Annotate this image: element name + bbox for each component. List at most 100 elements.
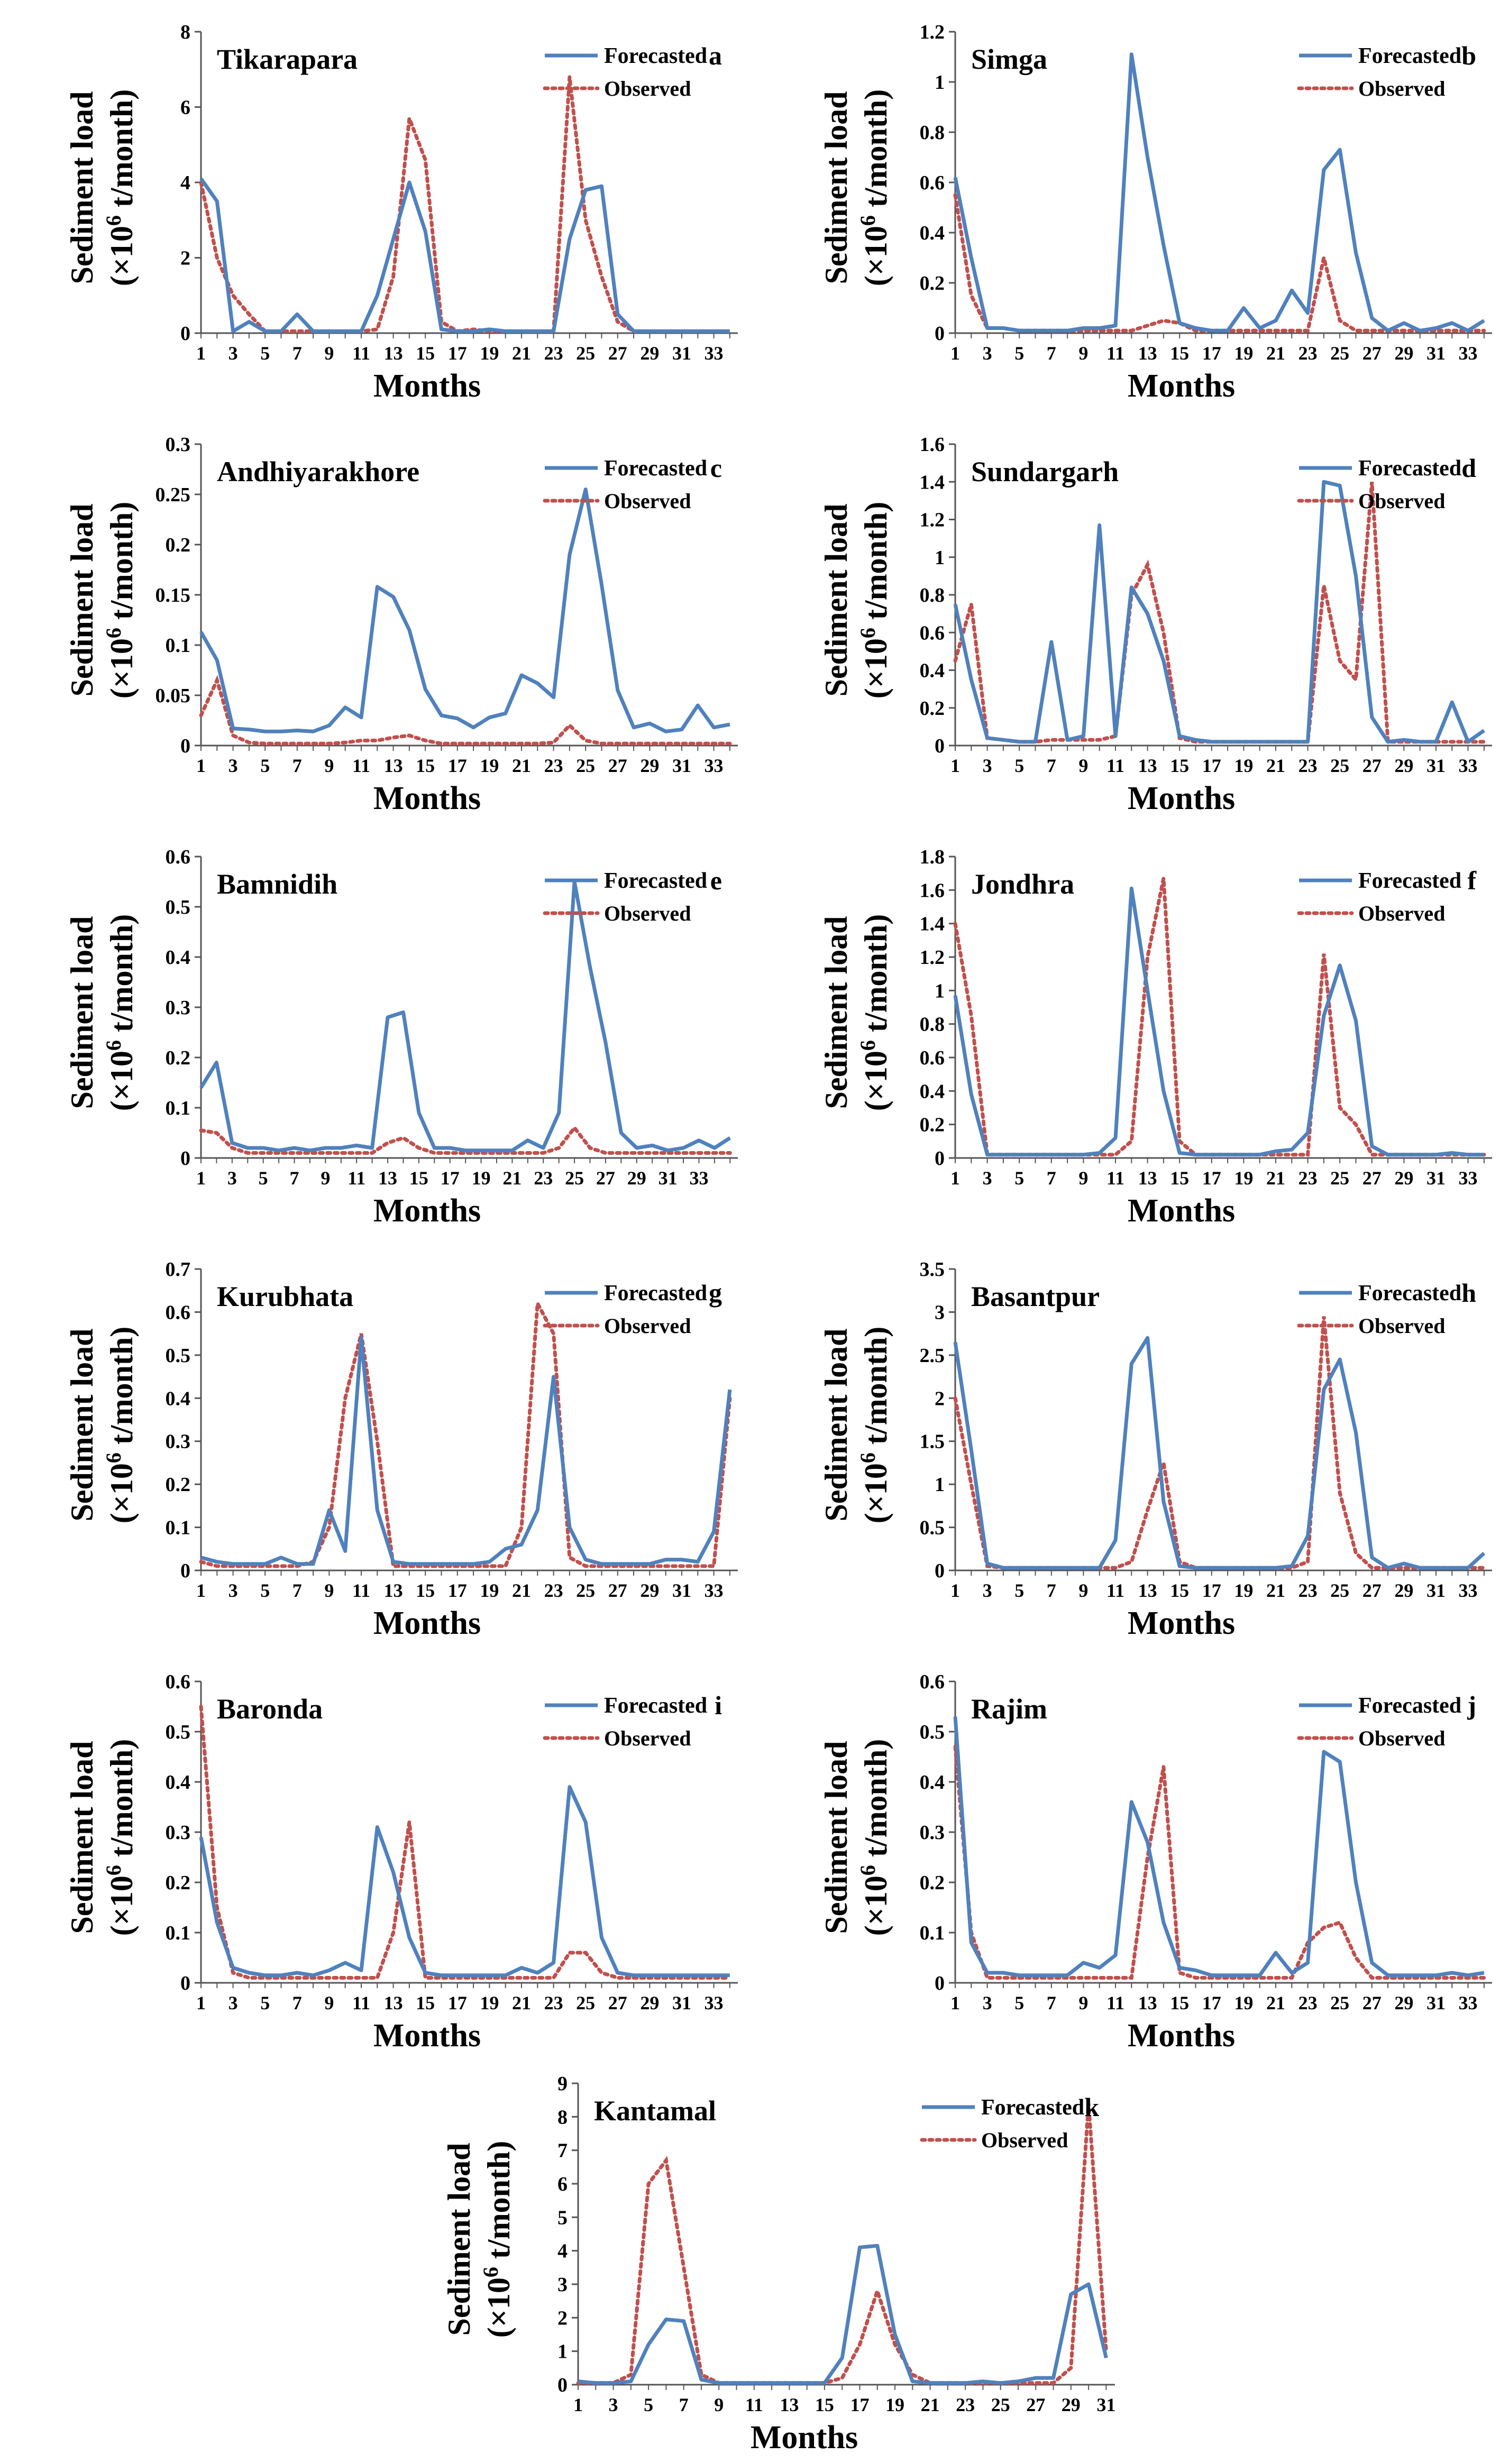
x-tick-label: 33 (705, 1992, 724, 2014)
y-axis-label-superscript: 6 (856, 628, 880, 638)
x-tick-label: 1 (196, 755, 206, 776)
x-tick-label: 25 (1330, 1580, 1349, 1601)
y-axis-label-suffix: t/month) (858, 89, 893, 215)
x-tick-label: 5 (260, 1580, 270, 1601)
x-tick-label: 17 (441, 1167, 460, 1189)
y-axis-label-suffix: t/month) (858, 914, 893, 1040)
y-tick-label: 0.3 (166, 1822, 191, 1844)
x-tick-label: 3 (228, 1992, 238, 2014)
x-tick-label: 31 (1426, 1167, 1446, 1189)
y-tick-label: 0.1 (166, 1922, 191, 1944)
x-tick-label: 23 (544, 1992, 563, 2014)
x-tick-label: 31 (1096, 2394, 1115, 2415)
panel-letter: a (709, 41, 722, 70)
x-tick-label: 11 (352, 1992, 370, 2014)
x-tick-label: 5 (1014, 1167, 1024, 1189)
legend-label-forecasted: Forecasted (1358, 456, 1461, 481)
panel-letter: k (1084, 2092, 1099, 2122)
x-tick-label: 29 (1394, 343, 1413, 364)
series-line-observed (199, 1297, 732, 1568)
chart-title: Bamnidih (217, 868, 337, 900)
y-tick-label: 0.3 (166, 997, 191, 1019)
x-tick-label: 9 (324, 1992, 334, 2014)
y-axis-label-line2: (×106 t/month) (102, 1327, 139, 1524)
y-tick-label: 0.8 (920, 1014, 945, 1036)
y-tick-label: 0 (935, 323, 945, 345)
x-tick-label: 15 (416, 343, 435, 364)
y-tick-label: 0.2 (920, 697, 945, 720)
x-axis-label: Months (373, 1193, 481, 1229)
x-tick-label: 19 (480, 343, 499, 364)
x-tick-label: 3 (228, 755, 238, 776)
x-tick-label: 21 (1266, 755, 1285, 776)
legend-label-observed: Observed (1358, 1314, 1445, 1338)
chart-title: Simga (971, 43, 1047, 75)
x-tick-label: 27 (1362, 1167, 1382, 1189)
y-axis-label-suffix: t/month) (104, 914, 139, 1040)
x-axis-label: Months (1128, 2018, 1235, 2054)
x-tick-label: 19 (1234, 1580, 1253, 1601)
x-tick-label: 5 (644, 2394, 653, 2415)
y-axis-label-line1: Sediment load (819, 916, 854, 1109)
x-tick-label: 29 (640, 1992, 659, 2014)
y-tick-label: 0.6 (166, 1301, 191, 1323)
x-tick-label: 3 (609, 2394, 618, 2415)
y-tick-label: 0.2 (166, 1047, 191, 1069)
x-tick-label: 25 (1330, 1992, 1349, 2014)
x-tick-label: 17 (1202, 343, 1221, 364)
y-axis-label-prefix: (×10 (104, 1875, 139, 1936)
x-tick-label: 3 (983, 1167, 992, 1189)
series-line-forecasted (953, 480, 1485, 744)
chart-title: Rajim (971, 1693, 1047, 1725)
chart-title: Kantamal (594, 2095, 716, 2127)
series-line-forecasted (199, 177, 730, 333)
x-tick-label: 19 (1234, 755, 1253, 776)
y-axis-label-prefix: (×10 (104, 638, 139, 698)
x-tick-label: 25 (1330, 343, 1349, 364)
x-tick-label: 7 (1047, 1992, 1056, 2014)
series-line-forecasted (953, 52, 1485, 333)
y-axis-label-line1: Sediment load (65, 503, 99, 696)
x-tick-label: 9 (1078, 1580, 1088, 1601)
y-tick-label: 0.6 (920, 1047, 945, 1069)
x-tick-label: 17 (448, 1580, 467, 1601)
x-tick-label: 3 (983, 1992, 992, 2014)
y-axis-label-line2: (×106 t/month) (479, 2141, 516, 2338)
y-tick-label: 0 (935, 1972, 945, 1994)
x-tick-label: 15 (1170, 1580, 1189, 1601)
x-tick-label: 25 (565, 1167, 584, 1189)
y-tick-label: 0 (180, 1560, 190, 1582)
x-tick-label: 17 (850, 2394, 869, 2415)
chart-panel-e: 00.10.20.30.40.50.61 3 5 7 9 11 13 15 17 19 21 23 25… (65, 846, 738, 1229)
y-tick-label: 0 (180, 735, 190, 757)
y-tick-label: 1 (935, 71, 945, 94)
legend-label-forecasted: Forecasted (604, 869, 707, 893)
x-tick-label: 23 (1298, 1167, 1318, 1189)
y-tick-label: 1.2 (920, 509, 945, 531)
panel-letter: f (1467, 866, 1477, 895)
x-tick-label: 31 (1426, 343, 1446, 364)
y-axis-label-superscript: 6 (856, 1040, 880, 1051)
x-tick-label: 19 (1234, 1167, 1253, 1189)
x-tick-label: 29 (1394, 1167, 1413, 1189)
x-tick-label: 1 (950, 343, 960, 364)
x-tick-label: 19 (1234, 1992, 1253, 2014)
y-tick-label: 1.5 (920, 1431, 945, 1453)
x-tick-label: 21 (512, 755, 531, 776)
y-tick-label: 2 (180, 247, 190, 270)
y-tick-label: 0.5 (166, 896, 191, 918)
x-tick-label: 11 (352, 755, 370, 776)
chart-panel-h: 00.511.522.533.51 3 5 7 9 11 13 15 17 19 21 23 25 27 2… (819, 1258, 1492, 1641)
x-tick-label: 11 (1106, 755, 1124, 776)
y-axis-label-prefix: (×10 (858, 226, 893, 286)
x-tick-label: 21 (1266, 1992, 1285, 2014)
y-tick-label: 0.1 (920, 1922, 945, 1944)
series-line-observed (953, 482, 1486, 744)
legend-label-observed: Observed (1358, 77, 1445, 100)
chart-title: Jondhra (971, 868, 1074, 900)
x-tick-label: 27 (1362, 1580, 1382, 1601)
y-tick-label: 5 (557, 2206, 568, 2229)
y-axis-label-line1: Sediment load (819, 503, 854, 696)
